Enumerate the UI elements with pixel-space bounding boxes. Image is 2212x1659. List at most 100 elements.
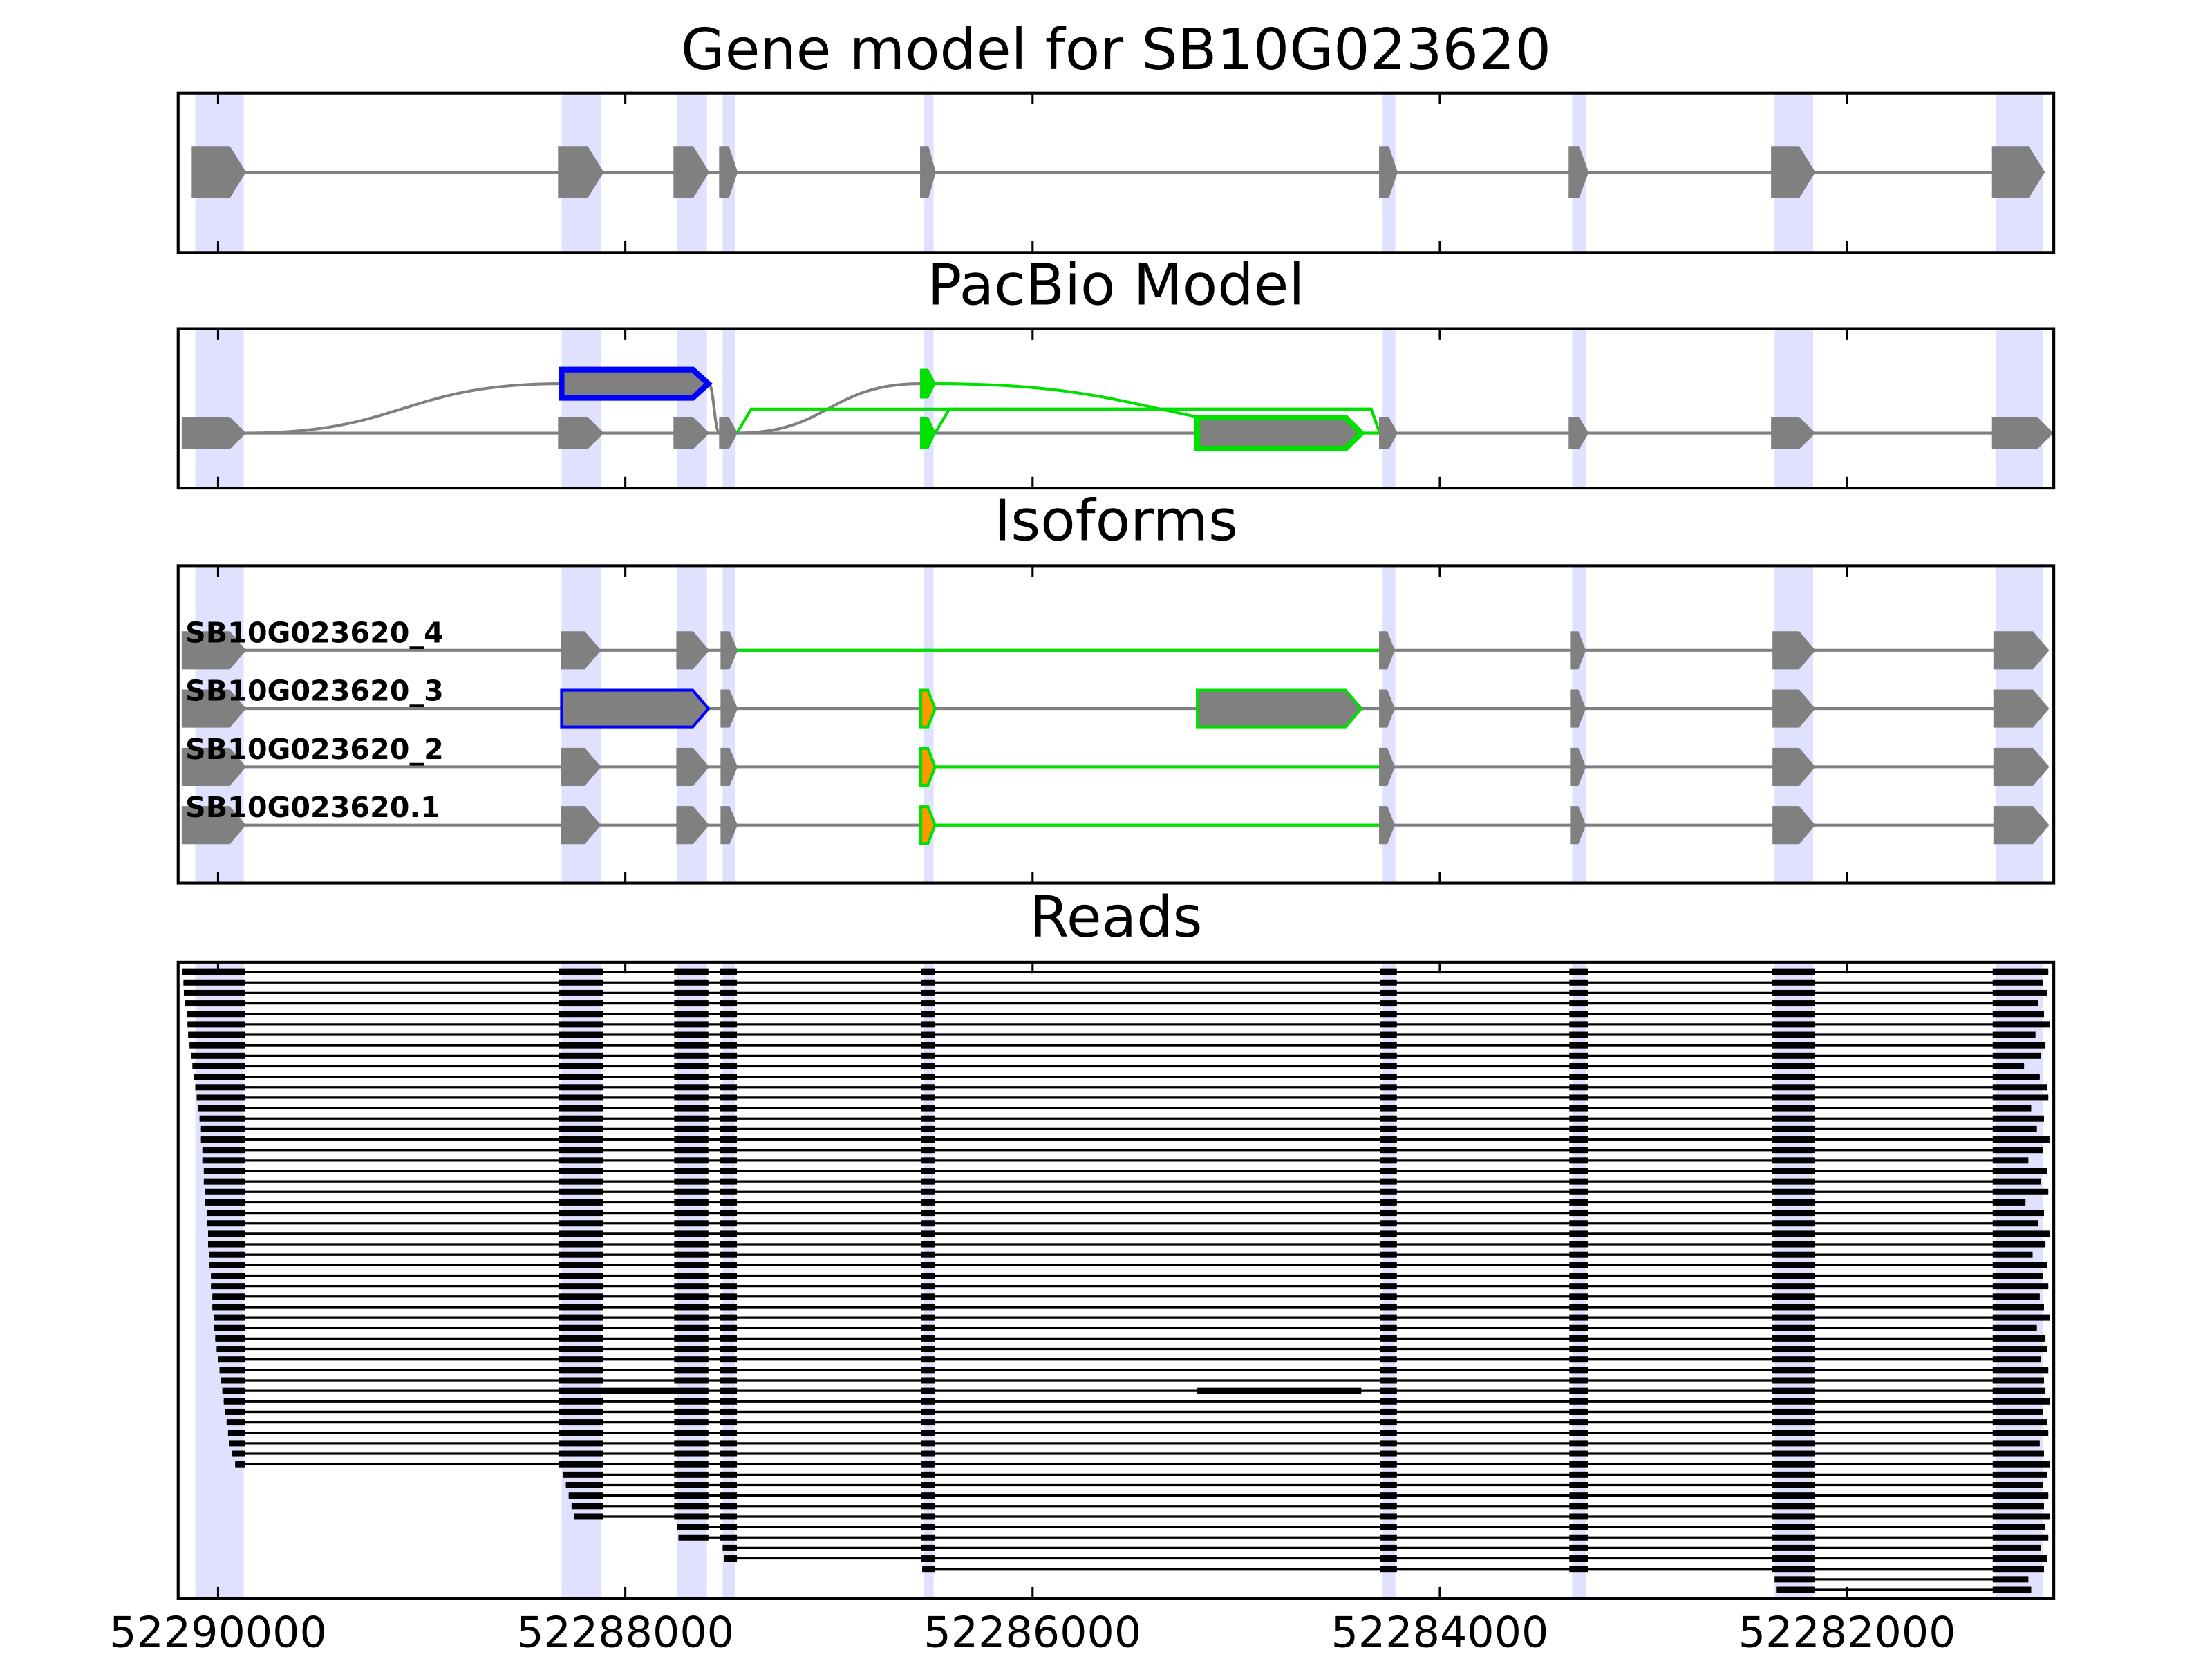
read-block [720, 1482, 738, 1488]
read-block [214, 1324, 245, 1331]
read-block [1772, 1324, 1815, 1331]
read-block [921, 1199, 935, 1206]
read-block [720, 1031, 738, 1038]
exon [1379, 689, 1395, 728]
read-block [1380, 1492, 1397, 1499]
read-block [674, 1074, 709, 1080]
read-block [1569, 1052, 1588, 1059]
x-tick-label: 52284000 [1331, 1608, 1549, 1658]
read-block [1380, 1387, 1397, 1394]
exon [720, 806, 738, 845]
read-block [1772, 1251, 1815, 1258]
read-block [674, 1513, 709, 1520]
read-block [559, 1084, 603, 1091]
read-block [1992, 1021, 2050, 1028]
read-block [202, 1157, 245, 1164]
read-block [1380, 1335, 1397, 1342]
read-block [674, 1062, 709, 1069]
read-block [559, 1346, 603, 1353]
read-block [921, 1178, 935, 1185]
read-block [1772, 1188, 1815, 1195]
exon [1772, 806, 1816, 845]
read-block [559, 1199, 603, 1206]
exon [181, 689, 247, 728]
read-block [1772, 1367, 1815, 1374]
read-block [1380, 1147, 1397, 1154]
exon [1771, 146, 1816, 198]
read-block [1772, 1304, 1815, 1311]
read-block [720, 1356, 738, 1363]
exon [919, 805, 937, 845]
read-block [674, 1377, 709, 1384]
read-block [1569, 1482, 1588, 1488]
exon [1570, 631, 1586, 670]
read-block [674, 1115, 709, 1122]
read-block [1992, 1188, 2049, 1195]
read-block [720, 1011, 738, 1018]
read-block [1380, 1178, 1397, 1185]
read-block [1992, 1534, 2049, 1541]
read-block [1772, 1555, 1815, 1562]
read-block [720, 1492, 738, 1499]
read-block [559, 1125, 603, 1132]
read-block [921, 1157, 935, 1164]
read-block [1992, 1074, 2040, 1080]
read-block [921, 1052, 935, 1059]
read-block [674, 979, 709, 986]
read-block [1772, 1199, 1815, 1206]
read-block [1772, 989, 1815, 996]
read-block [921, 1084, 935, 1091]
read-block [720, 1105, 738, 1112]
read-block [1380, 1000, 1397, 1007]
read-block [203, 1168, 245, 1174]
read-block [674, 1199, 709, 1206]
read-block [674, 1272, 709, 1279]
read-block [674, 1408, 709, 1415]
read-block [720, 1136, 738, 1143]
read-block [720, 1241, 738, 1248]
read-block [1569, 1251, 1588, 1258]
read-block [921, 1482, 935, 1488]
exon [719, 146, 738, 198]
read-block [559, 1272, 603, 1279]
read-block [559, 1210, 603, 1217]
read-block [1772, 1052, 1815, 1059]
read-block [1772, 1534, 1815, 1541]
read-block [1772, 1419, 1815, 1426]
read-block [1569, 1168, 1588, 1174]
read-block [1772, 1220, 1815, 1227]
read-block [1772, 1125, 1815, 1132]
read-block [921, 1314, 935, 1321]
read-block [674, 1461, 709, 1468]
read-block [1380, 1544, 1397, 1551]
exon [919, 688, 937, 729]
exon [181, 747, 247, 786]
read-block [1569, 1544, 1588, 1551]
read-block [1992, 1524, 2046, 1530]
read-block [1380, 1084, 1397, 1091]
read-block [1772, 979, 1815, 986]
read-block [188, 1031, 245, 1038]
exon [920, 146, 936, 198]
read-block [720, 1346, 738, 1353]
read-block [559, 1115, 603, 1122]
read-block [921, 1011, 935, 1018]
read-block [921, 1419, 935, 1426]
read-block [674, 968, 709, 975]
exon [560, 688, 711, 729]
panel-frame [176, 91, 2056, 254]
read-block [720, 1157, 738, 1164]
read-block [674, 1304, 709, 1311]
read-block [720, 1125, 738, 1132]
read-block [674, 1136, 709, 1143]
read-block [1380, 1377, 1397, 1384]
read-block [1569, 1503, 1588, 1510]
junction [706, 382, 722, 435]
read-block [720, 1283, 738, 1290]
read-block [674, 1042, 709, 1049]
read-block [182, 968, 245, 975]
isoform-label: SB10G023620_3 [185, 675, 444, 708]
read-block [1380, 1398, 1397, 1405]
read-block [209, 1251, 245, 1258]
